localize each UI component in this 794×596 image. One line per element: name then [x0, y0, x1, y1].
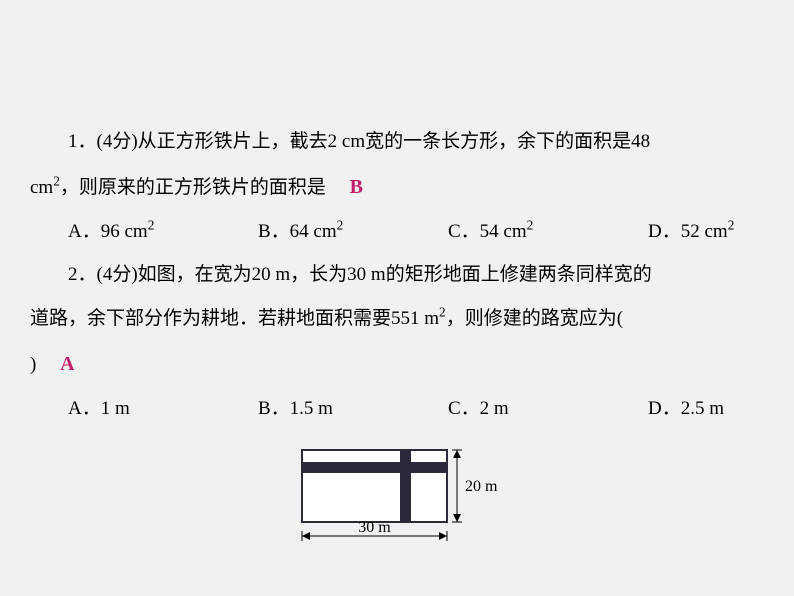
q2-option-c: C．2 m — [448, 387, 648, 431]
q2-paren-close: ) — [30, 354, 36, 375]
q1-line2-pre: cm — [30, 177, 53, 198]
q1-line2: cm2，则原来的正方形铁片的面积是 B — [30, 164, 764, 210]
road-diagram-svg: 20 m 30 m — [282, 445, 512, 555]
q2-option-d: D．2.5 m — [648, 387, 724, 431]
q2-line2-post: ，则修建的路宽应为( — [446, 308, 623, 329]
q2-options: A．1 m B．1.5 m C．2 m D．2.5 m — [30, 387, 764, 431]
q2-option-a: A．1 m — [68, 387, 258, 431]
q2-option-b: B．1.5 m — [258, 387, 448, 431]
q1-answer: B — [350, 176, 363, 198]
q2-line1: 2．(4分)如图，在宽为20 m，长为30 m的矩形地面上修建两条同样宽的 — [30, 253, 764, 297]
q1-cm2-sup: 2 — [53, 173, 60, 188]
q2-diagram: 20 m 30 m — [30, 445, 764, 555]
svg-text:30 m: 30 m — [358, 519, 391, 536]
q2-answer: A — [60, 353, 74, 375]
q1-line2-post: ，则原来的正方形铁片的面积是 — [60, 177, 326, 198]
q2-paren-line: ) A — [30, 341, 764, 387]
q2-line2: 道路，余下部分作为耕地．若耕地面积需要551 m2，则修建的路宽应为( — [30, 297, 764, 341]
q1-option-d: D．52 cm2 — [648, 210, 734, 254]
q1-line1: 1．(4分)从正方形铁片上，截去2 cm宽的一条长方形，余下的面积是48 — [30, 120, 764, 164]
q1-options: A．96 cm2 B．64 cm2 C．54 cm2 D．52 cm2 — [30, 210, 764, 254]
q1-option-b: B．64 cm2 — [258, 210, 448, 254]
svg-text:20 m: 20 m — [465, 478, 498, 495]
q2-m2-sup: 2 — [439, 305, 446, 320]
q1-option-c: C．54 cm2 — [448, 210, 648, 254]
q1-option-a: A．96 cm2 — [68, 210, 258, 254]
q2-line2-pre: 道路，余下部分作为耕地．若耕地面积需要551 m — [30, 308, 439, 329]
